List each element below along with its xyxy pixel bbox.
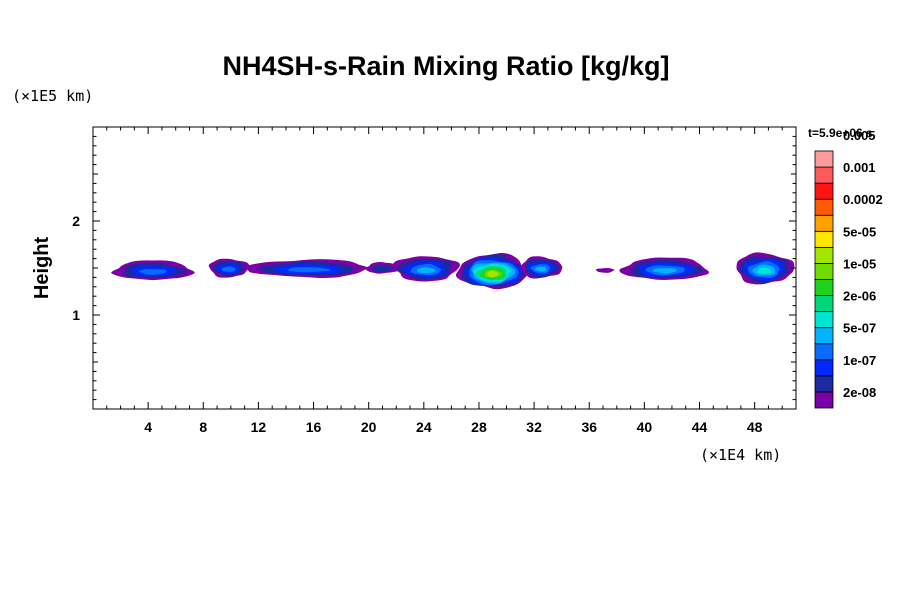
y-axis-label: Height [31, 237, 53, 300]
x-tick-label: 44 [692, 419, 708, 435]
colorbar-label: 0.001 [843, 160, 876, 175]
contour-band [138, 269, 167, 275]
rain-cell [521, 256, 563, 279]
x-tick-label: 40 [637, 419, 653, 435]
colorbar-swatch [814, 182, 834, 200]
rain-cell [619, 257, 710, 280]
x-tick-label: 8 [199, 419, 207, 435]
colorbar-swatch [814, 391, 834, 409]
rain-cell [245, 259, 368, 278]
x-tick-label: 20 [361, 419, 377, 435]
colorbar-swatch [814, 359, 834, 377]
rain-cell [455, 252, 528, 290]
rain-cell [111, 260, 195, 281]
x-tick-label: 28 [471, 419, 487, 435]
colorbar-label: 0.0002 [843, 192, 883, 207]
rain-cells [111, 252, 795, 290]
y-unit-label: (×1E5 km) [12, 87, 93, 105]
colorbar-swatch [814, 263, 834, 280]
colorbar-label: 2e-06 [843, 289, 876, 304]
rain-cell [365, 261, 400, 274]
colorbar-swatch [814, 343, 834, 361]
colorbar-swatch [814, 150, 834, 168]
colorbar-swatch [814, 295, 834, 313]
x-tick-label: 24 [416, 419, 432, 435]
colorbar-label: 1e-07 [843, 353, 876, 368]
contour-band [757, 267, 772, 274]
colorbar-swatch [814, 327, 834, 345]
colorbar-swatch [814, 246, 834, 264]
time-label: t=5.9e+06 s [808, 126, 873, 140]
x-tick-label: 36 [581, 419, 597, 435]
colorbar-label: 5e-07 [843, 321, 876, 336]
colorbar-swatch [814, 198, 834, 216]
contour-band [373, 265, 394, 272]
x-tick-label: 16 [306, 419, 322, 435]
contour-band [534, 266, 547, 272]
x-tick-label: 12 [251, 419, 267, 435]
y-tick-label: 1 [72, 307, 80, 323]
x-unit-label: (×1E4 km) [700, 446, 781, 464]
contour-band [221, 266, 236, 272]
contour-band [288, 267, 331, 273]
chart-title: NH4SH-s-Rain Mixing Ratio [kg/kg] [222, 51, 669, 81]
colorbar: 2e-08 1e-07 5e-07 2e-06 1e-05 5e-05 0.0002 0.00… [814, 128, 883, 409]
x-tick-label: 48 [747, 419, 763, 435]
colorbar-swatch [814, 279, 834, 296]
colorbar-label: 2e-08 [843, 385, 876, 400]
x-tick-label: 32 [526, 419, 542, 435]
colorbar-swatch [814, 214, 834, 232]
colorbar-label: 0.005 [843, 128, 876, 143]
colorbar-label: 1e-05 [843, 256, 876, 271]
rain-cell [736, 252, 795, 285]
x-tick-label: 4 [144, 419, 152, 435]
contour-band [487, 270, 499, 278]
colorbar-label: 5e-05 [843, 224, 876, 239]
contour-band [595, 268, 615, 273]
colorbar-swatch [814, 230, 834, 248]
rain-cell [208, 258, 250, 278]
colorbar-swatch [814, 166, 834, 184]
y-tick-label: 2 [72, 213, 80, 229]
rain-cell [393, 256, 460, 282]
colorbar-swatch [814, 311, 834, 329]
rain-cell [595, 268, 615, 273]
contour-band [416, 267, 436, 274]
contour-band [652, 268, 678, 274]
colorbar-swatch [814, 375, 834, 393]
